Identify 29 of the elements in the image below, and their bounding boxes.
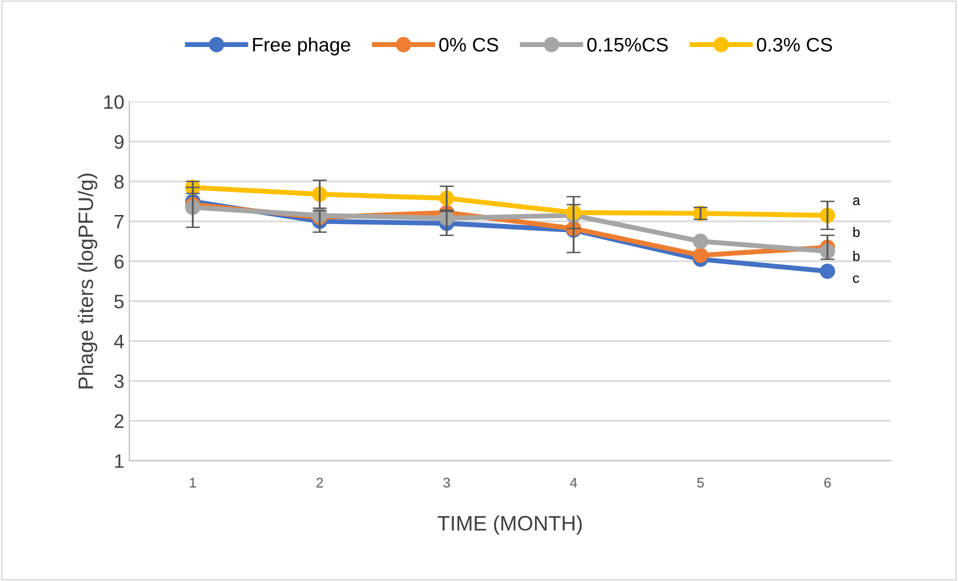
x-tick-label: 4 — [570, 478, 578, 488]
legend-label: Free phage — [253, 37, 350, 56]
y-tick-label: 5 — [114, 294, 124, 308]
x-tick-label: 1 — [190, 478, 196, 488]
y-axis-title: Phage titers (logPFU/g) — [78, 174, 98, 388]
annotation: a — [853, 198, 860, 206]
legend-label: 0.15%CS — [587, 38, 668, 52]
annotation: b — [853, 226, 860, 238]
point — [820, 264, 836, 279]
y-tick-label: 6 — [114, 254, 124, 268]
y-tick-label: 2 — [114, 414, 124, 428]
legend-label: 0% CS — [439, 38, 498, 52]
y-tick-label: 9 — [114, 135, 124, 149]
y-tick-label: 4 — [114, 334, 124, 348]
x-tick-label: 5 — [697, 478, 704, 488]
y-tick-label: 8 — [114, 174, 124, 189]
x-tick-label: 3 — [443, 478, 450, 488]
y-tick-label: 1 — [115, 454, 124, 468]
y-tick-label: 10 — [104, 95, 124, 109]
x-tick-label: 2 — [316, 478, 323, 488]
y-tick-label: 3 — [114, 374, 124, 388]
point — [692, 234, 708, 249]
y-tick-label: 7 — [114, 215, 124, 228]
x-axis-title: TIME (MONTH) — [438, 515, 582, 535]
annotation: c — [853, 275, 860, 283]
x-tick-label: 6 — [824, 478, 831, 488]
point — [692, 248, 708, 263]
legend-label: 0.3% CS — [756, 38, 832, 52]
annotation: b — [853, 250, 860, 261]
